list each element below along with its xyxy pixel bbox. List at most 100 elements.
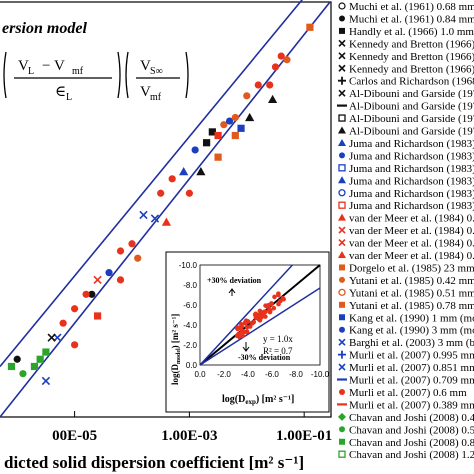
plot-frame [0, 1, 332, 418]
inset-point [242, 320, 248, 326]
data-point [203, 139, 211, 147]
inset-x-label-sub: exp [245, 398, 256, 406]
inset-point [253, 311, 259, 317]
legend-item: Kang et al. (1990) 3 mm (mo [339, 325, 474, 337]
legend-item: Carlos and Richardson (1968) [338, 76, 474, 88]
legend-label: Murli et al. (2007) 0.389 mm [349, 399, 474, 411]
legend-item: Yutani et al. (1985) 0.42 mm [339, 275, 474, 287]
legend-item: Muchi et al. (1961) 0.68 mm [338, 1, 474, 13]
legend-label: Handly et al. (1966) 1.0 mm [349, 26, 474, 38]
data-point [268, 94, 278, 104]
legend-item: Juma and Richardson (1983) 6 [338, 200, 474, 212]
formula-vs-sub: S∞ [150, 66, 163, 77]
legend-marker [338, 288, 346, 297]
inset-x-tick-label: -6.0 [265, 370, 279, 379]
legend-item: Al-Dibouni and Garside (1979 [337, 101, 474, 113]
inset-point [263, 314, 268, 319]
legend-label: Kennedy and Bretton (1966) [349, 51, 474, 63]
legend-item: Juma and Richardson (1983) 5 [338, 188, 474, 200]
inset-x-label: log(Dexp) [m² s⁻¹] [222, 394, 294, 406]
legend-label: Murli et al. (2007) 0.709 mm [349, 375, 474, 387]
legend-label: Juma and Richardson (1983) 1 [349, 138, 474, 150]
legend-label: Yutani et al. (1985) 0.42 mm [349, 275, 474, 287]
main-points [7, 23, 314, 386]
data-point [41, 376, 51, 386]
data-point [214, 153, 222, 161]
legend-marker [339, 15, 345, 22]
legend-marker [338, 164, 346, 172]
inset-point [255, 315, 261, 320]
svg-text:log(Dmodel) [m² s⁻¹]: log(Dmodel) [m² s⁻¹] [170, 314, 182, 385]
legend-marker [339, 264, 345, 271]
data-point [71, 341, 79, 349]
legend-item: Al-Dibouni and Garside (1979 [338, 126, 474, 138]
legend-marker [338, 450, 346, 458]
legend-item: Muchi et al. (1961) 0.84 mm [339, 13, 474, 25]
legend-item: Chavan and Joshi (2008) 0.47 [338, 412, 474, 424]
inset-point [244, 324, 250, 330]
legend-label: Murli et al. (2007) 0.6 mm [349, 387, 467, 399]
legend-label: Kang et al. (1990) 1 mm (mo [349, 312, 474, 324]
legend-marker [338, 52, 346, 60]
data-point [116, 276, 125, 284]
inset-x-tick-label: -2.0 [217, 370, 231, 379]
legend-marker [339, 438, 345, 445]
data-point [30, 362, 39, 371]
legend-item: Dorgelo et al. (1985) 23 mm ( [339, 262, 474, 274]
legend-item: van der Meer et al. (1984) 0.6 [338, 250, 474, 262]
x-axis-label: dicted solid dispersion coefficient [m² … [4, 453, 304, 472]
formula-vl-sub: L [28, 66, 34, 77]
legend-marker [338, 251, 346, 258]
data-point [82, 290, 90, 298]
inset-point [272, 294, 277, 300]
legend-item: Kennedy and Bretton (1966) [338, 38, 474, 50]
legend-marker [338, 338, 346, 346]
data-point [36, 355, 44, 363]
main-plot: 00E-05 1.00E-03 1.00E-01 ersion model dict… [0, 0, 332, 472]
inset-annot-eq: y = 1.0x [263, 334, 293, 344]
x-tick-label: 1.00E-01 [276, 428, 332, 444]
inset-point [271, 305, 277, 311]
inset-y-label-main: log(D [170, 364, 180, 385]
inset-y-label-tail: ) [m² s⁻¹] [170, 314, 180, 349]
legend-marker [338, 363, 346, 371]
inset-y-label: log(Dmodel) [m² s⁻¹] [170, 314, 182, 385]
legend-item: Yutani et al. (1985) 0.51 mm [338, 287, 474, 299]
inset-annot-r2: R² = 0.7 [263, 346, 293, 356]
inset-y-tick-label: -10.0 [179, 261, 198, 270]
data-point [71, 305, 79, 313]
inset-annot-plus30: +30% deviation [207, 276, 262, 285]
inset-point [240, 333, 245, 338]
legend-label: van der Meer et al. (1984) 0.6 [349, 238, 474, 250]
legend-marker [338, 64, 346, 72]
legend-item: Al-Dibouni and Garside (1979 [338, 113, 474, 125]
data-point [93, 312, 102, 320]
inset-point [238, 325, 243, 330]
data-point [191, 146, 199, 154]
inset-y-tick-label: 0.0 [186, 361, 198, 370]
data-point [179, 167, 189, 176]
legend-label: van der Meer et al. (1984) 0.6 [349, 250, 474, 262]
legend-label: Dorgelo et al. (1985) 23 mm ( [349, 262, 474, 274]
legend-marker [338, 189, 346, 197]
data-point [231, 131, 239, 140]
inset-x-tick-label: 0.0 [194, 370, 206, 379]
inset-annot-minus30: -30% deviation [238, 353, 291, 362]
data-point [168, 175, 176, 183]
legend-item: Juma and Richardson (1983) 1 [338, 138, 474, 150]
formula-vmf: − V [42, 58, 65, 74]
data-point [93, 275, 102, 285]
legend-marker [338, 114, 346, 122]
data-point [150, 214, 160, 223]
legend-marker [338, 238, 346, 247]
inset-point [236, 334, 242, 340]
inset-arrow-up [228, 288, 236, 296]
legend-marker [338, 201, 346, 209]
legend-marker [338, 226, 346, 234]
legend-label: Kennedy and Bretton (1966) [349, 63, 474, 75]
legend-label: Yutani et al. (1985) 0.51 mm [349, 287, 474, 299]
inset-line-plus_30 [199, 264, 293, 366]
legend-item: Al-Dibouni and Garside (1979 [338, 88, 474, 100]
legend-label: Juma and Richardson (1983) 4 [349, 175, 474, 187]
